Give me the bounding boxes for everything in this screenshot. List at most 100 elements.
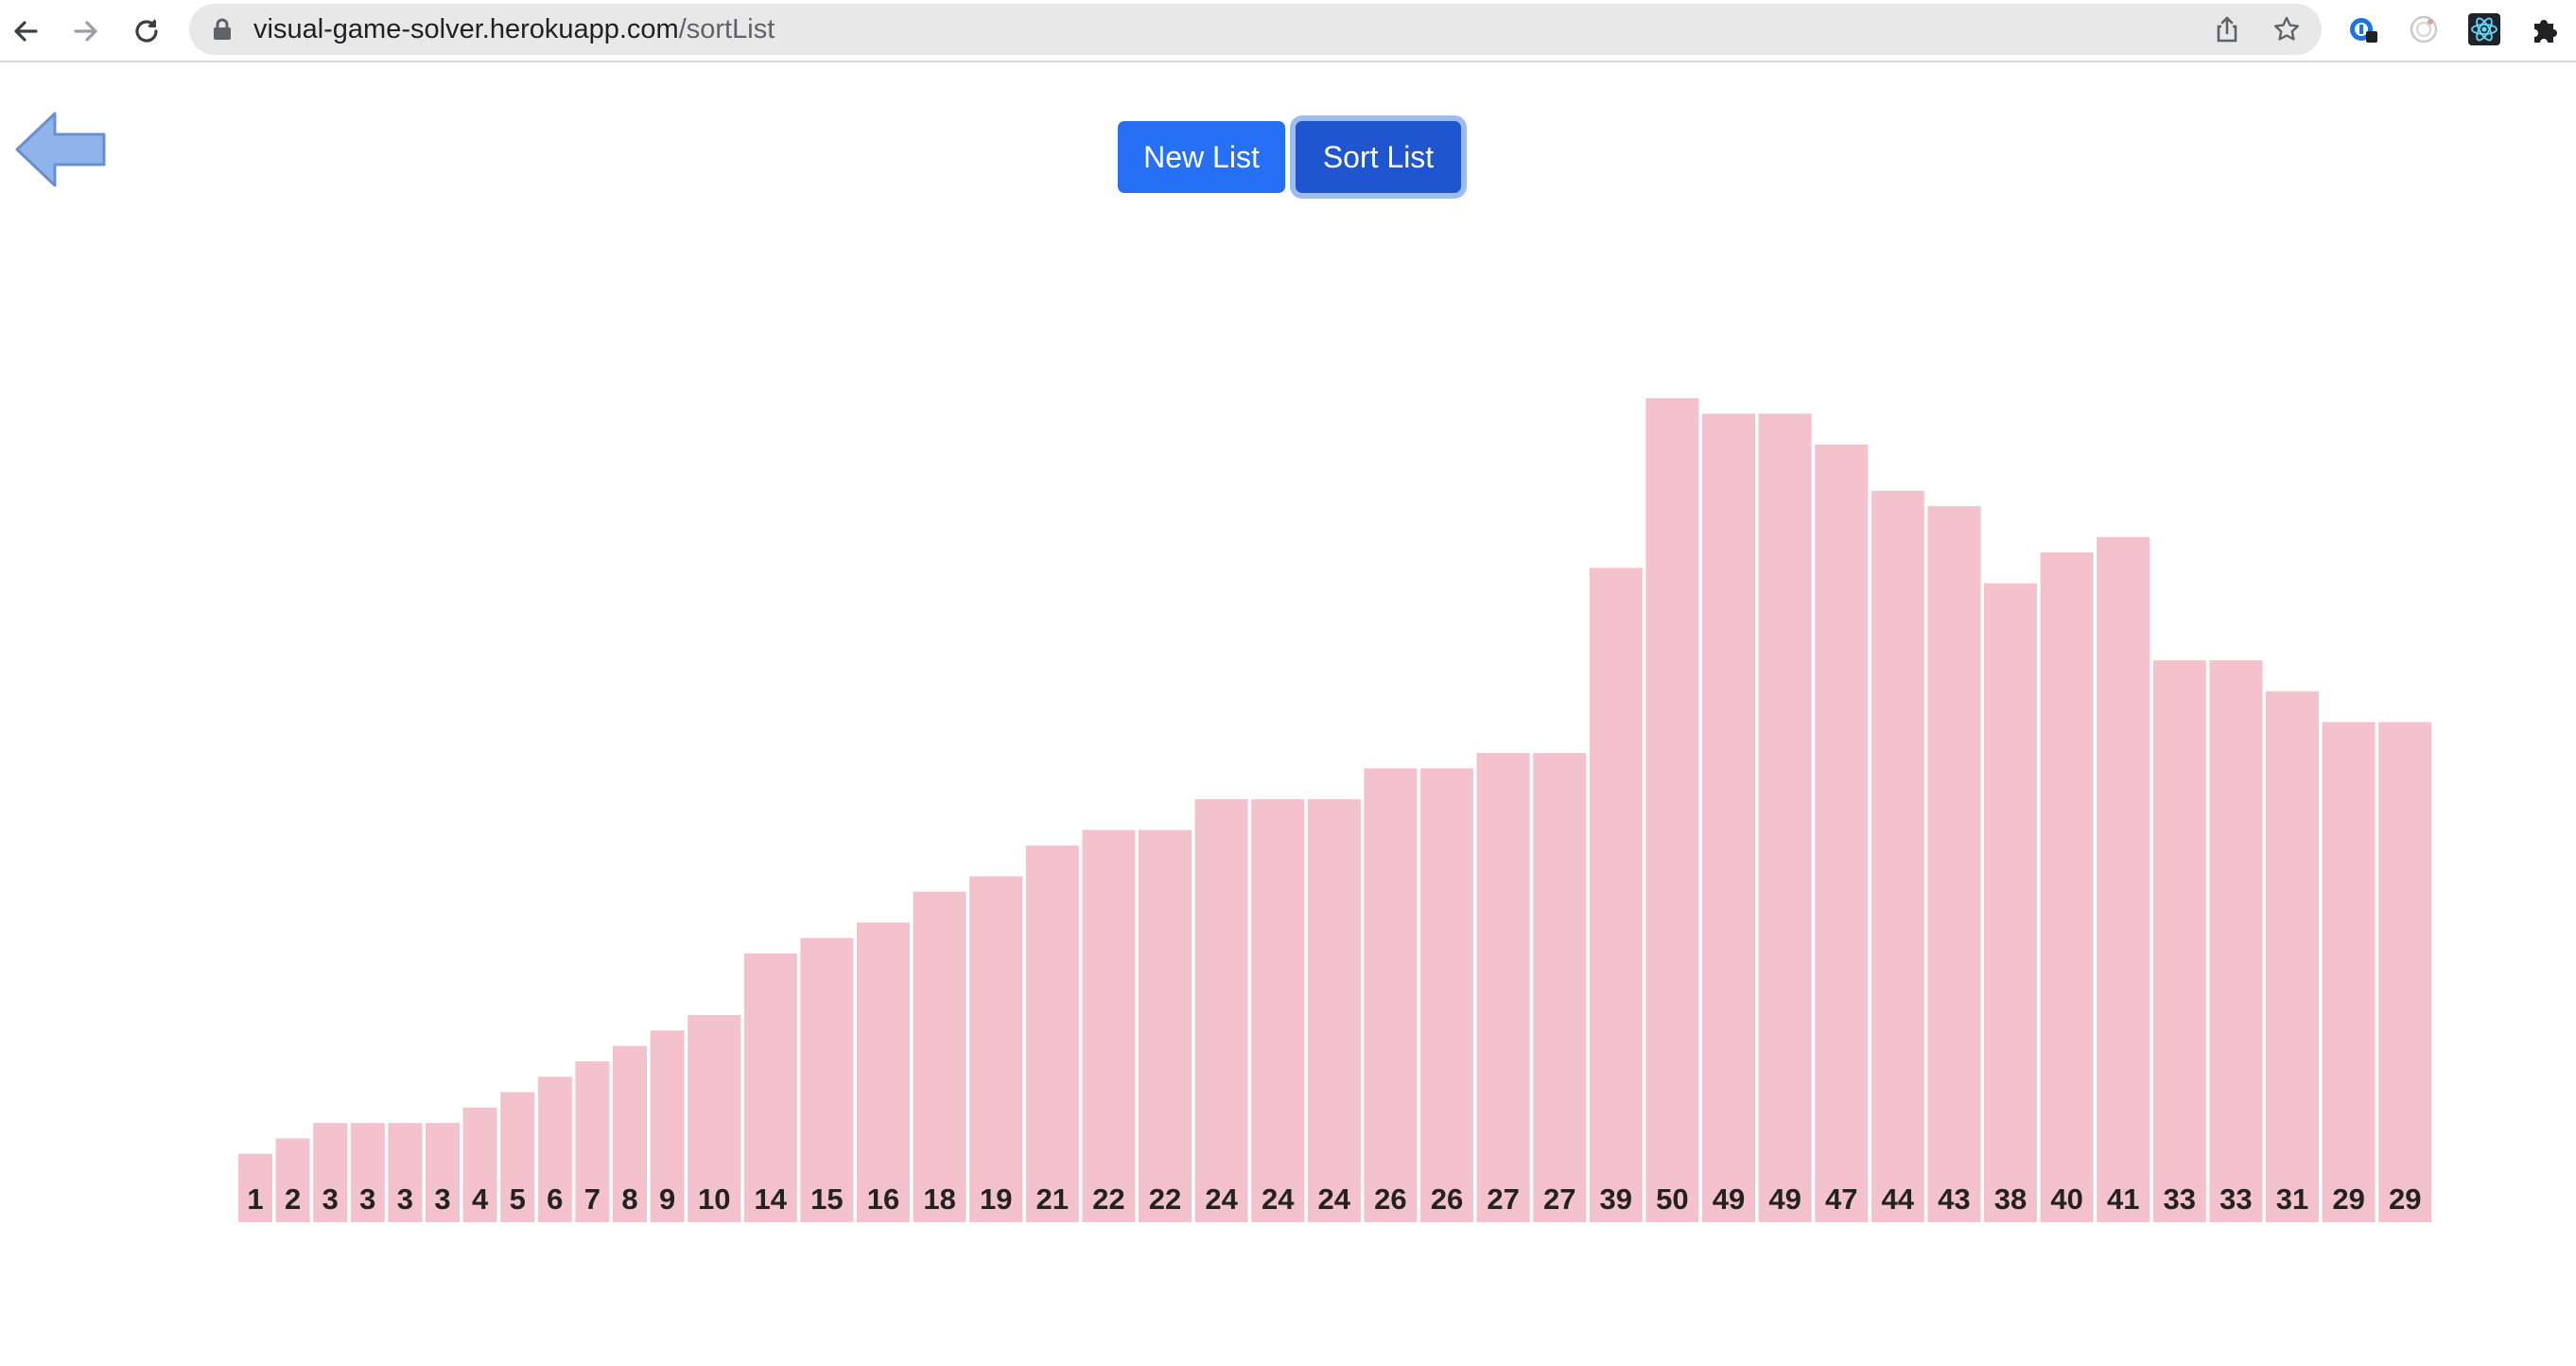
bar xyxy=(350,1123,385,1222)
bar-value-label: 3 xyxy=(434,1182,450,1216)
bar-value-label: 24 xyxy=(1262,1182,1295,1216)
bar-value-label: 38 xyxy=(1994,1182,2027,1216)
new-list-button[interactable]: New List xyxy=(1118,121,1285,193)
browser-toolbar: visual-game-solver.herokuapp.com/sortLis… xyxy=(0,0,2576,62)
bar-value-label: 24 xyxy=(1205,1182,1238,1216)
bar-value-label: 41 xyxy=(2107,1182,2139,1216)
bar xyxy=(650,1030,685,1222)
bar xyxy=(275,1138,310,1222)
url-host: visual-game-solver.herokuapp.com xyxy=(253,14,679,44)
bar-value-label: 15 xyxy=(810,1182,843,1216)
bar xyxy=(313,1123,348,1222)
bookmark-star-icon[interactable] xyxy=(2272,15,2301,44)
bar-value-label: 49 xyxy=(1768,1182,1801,1216)
bar-value-label: 22 xyxy=(1092,1182,1124,1216)
url-text[interactable]: visual-game-solver.herokuapp.com/sortLis… xyxy=(253,4,775,55)
bar xyxy=(1927,506,1981,1222)
bar-value-label: 3 xyxy=(359,1182,375,1216)
bar xyxy=(2209,660,2263,1222)
bar xyxy=(426,1123,460,1222)
bar xyxy=(800,937,854,1222)
bar-value-label: 21 xyxy=(1036,1182,1069,1216)
bar xyxy=(1815,444,1869,1222)
bar xyxy=(743,953,797,1222)
bar xyxy=(462,1107,497,1222)
bar-value-label: 31 xyxy=(2276,1182,2308,1216)
bar xyxy=(2097,536,2150,1222)
share-icon[interactable] xyxy=(2213,15,2241,44)
bar-value-label: 18 xyxy=(923,1182,955,1216)
bar xyxy=(2152,660,2206,1222)
url-path: /sortList xyxy=(678,14,775,44)
extension-react-icon[interactable] xyxy=(2468,13,2500,45)
bar xyxy=(1194,798,1248,1222)
lock-icon[interactable] xyxy=(212,18,233,41)
bar xyxy=(1082,830,1136,1222)
bar-value-label: 44 xyxy=(1882,1182,1915,1216)
bar xyxy=(1702,413,1755,1222)
bar-value-label: 8 xyxy=(621,1182,637,1216)
bar-value-label: 4 xyxy=(472,1182,489,1216)
bar xyxy=(1533,752,1587,1222)
bar xyxy=(969,876,1023,1222)
bar-value-label: 16 xyxy=(867,1182,899,1216)
bar xyxy=(913,891,966,1222)
bar xyxy=(1758,413,1812,1222)
bar-value-label: 5 xyxy=(510,1182,526,1216)
bar-value-label: 19 xyxy=(980,1182,1012,1216)
bar-value-label: 7 xyxy=(584,1182,600,1216)
bar xyxy=(1307,798,1361,1222)
bar-value-label: 26 xyxy=(1374,1182,1406,1216)
bar-value-label: 49 xyxy=(1713,1182,1745,1216)
extension-circle-icon[interactable] xyxy=(2408,13,2440,45)
bar xyxy=(613,1045,647,1222)
bar xyxy=(2322,722,2376,1222)
sort-list-button[interactable]: Sort List xyxy=(1296,121,1461,193)
bar-value-label: 33 xyxy=(2219,1182,2252,1216)
bar xyxy=(2040,552,2094,1222)
bar-value-label: 27 xyxy=(1487,1182,1519,1216)
address-bar[interactable]: visual-game-solver.herokuapp.com/sortLis… xyxy=(189,4,2322,55)
reload-icon[interactable] xyxy=(123,8,170,55)
bar-value-label: 6 xyxy=(547,1182,563,1216)
bar-value-label: 50 xyxy=(1656,1182,1688,1216)
bar xyxy=(1589,568,1643,1222)
bar-value-label: 1 xyxy=(247,1182,263,1216)
bar xyxy=(688,1015,741,1222)
extension-1password-icon[interactable] xyxy=(2347,13,2379,45)
bar xyxy=(1025,845,1079,1222)
bar xyxy=(1476,752,1530,1222)
bar-value-label: 10 xyxy=(698,1182,730,1216)
bar xyxy=(1984,583,2037,1222)
bar-value-label: 40 xyxy=(2050,1182,2082,1216)
bar xyxy=(1420,768,1473,1222)
bar-value-label: 14 xyxy=(755,1182,788,1216)
bar xyxy=(537,1077,572,1222)
bar-value-label: 9 xyxy=(659,1182,675,1216)
bar xyxy=(1364,768,1418,1222)
bar-value-label: 26 xyxy=(1431,1182,1463,1216)
bar xyxy=(575,1060,610,1222)
bar-value-label: 39 xyxy=(1600,1182,1632,1216)
bar xyxy=(238,1153,272,1222)
bar xyxy=(1871,490,1924,1222)
bar xyxy=(388,1123,423,1222)
forward-icon[interactable] xyxy=(62,8,110,55)
bar-value-label: 33 xyxy=(2164,1182,2196,1216)
bar-value-label: 29 xyxy=(2332,1182,2364,1216)
bar xyxy=(1251,798,1305,1222)
bar-value-label: 22 xyxy=(1149,1182,1181,1216)
bar-value-label: 29 xyxy=(2389,1182,2421,1216)
bar xyxy=(1645,398,1699,1222)
bar-value-label: 47 xyxy=(1825,1182,1857,1216)
bar-value-label: 3 xyxy=(397,1182,413,1216)
bar-value-label: 43 xyxy=(1938,1182,1970,1216)
bar-value-label: 24 xyxy=(1318,1182,1351,1216)
left-arrow-icon[interactable] xyxy=(13,110,108,189)
bar-value-label: 2 xyxy=(285,1182,301,1216)
bar xyxy=(1139,830,1192,1222)
extensions-puzzle-icon[interactable] xyxy=(2529,13,2561,45)
back-icon[interactable] xyxy=(2,8,49,55)
bar xyxy=(857,922,910,1222)
